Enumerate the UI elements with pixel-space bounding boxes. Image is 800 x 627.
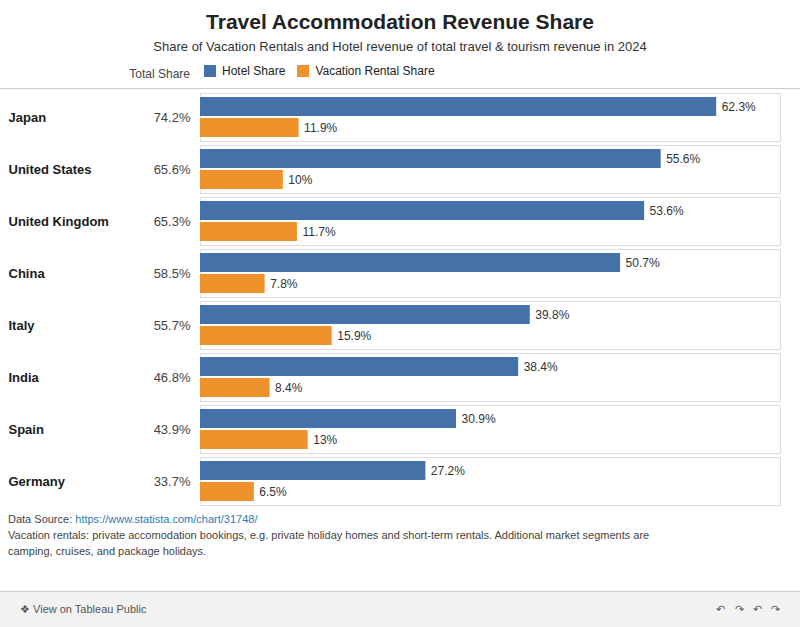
- svg-text:Germany: Germany: [9, 474, 66, 489]
- svg-text:11.9%: 11.9%: [304, 121, 337, 135]
- html-text:Travel Accommodation Revenue S: Travel Accommodation Revenue Share: [206, 10, 594, 33]
- svg-text:Spain: Spain: [9, 422, 44, 437]
- svg-text:Italy: Italy: [9, 318, 36, 333]
- html-text:Share of Vacation Rentals and: Share of Vacation Rentals and Hotel reve…: [153, 39, 647, 54]
- svg-text:United States: United States: [9, 162, 92, 177]
- svg-text:10%: 10%: [288, 173, 312, 187]
- html-text:Vacation Rental Share: Vacation Rental Share: [315, 64, 435, 78]
- svg-text:30.9%: 30.9%: [462, 412, 496, 426]
- svg-text:55.7%55.7: 55.7%55.7: [154, 318, 191, 333]
- svg-text:38.4%: 38.4%: [524, 360, 558, 374]
- html-text:camping, cruises, and package: camping, cruises, and package holidays.: [8, 545, 207, 557]
- svg-text:China: China: [9, 266, 46, 281]
- svg-text:39.8%: 39.8%: [535, 308, 569, 322]
- svg-text:53.6%: 53.6%: [650, 204, 684, 218]
- html-text:Vacation rentals: private acco: Vacation rentals: private accomodation b…: [8, 529, 650, 541]
- html-text:❖ View on Tableau Public: ❖ View on Tableau Public: [20, 603, 147, 615]
- svg-text:Japan: Japan: [9, 110, 47, 125]
- svg-text:7.8%: 7.8%: [270, 277, 298, 291]
- svg-text:58.5%58.5: 58.5%58.5: [154, 266, 191, 281]
- svg-text:74.2%74.2: 74.2%74.2: [154, 110, 191, 125]
- svg-text:15.9%: 15.9%: [337, 329, 371, 343]
- html-text:Total Share: Total Share: [129, 67, 190, 81]
- svg-text:43.9%43.9: 43.9%43.9: [154, 422, 191, 437]
- svg-text:11.7%: 11.7%: [302, 225, 335, 239]
- svg-text:33.7%33.7: 33.7%33.7: [154, 474, 191, 489]
- svg-text:46.8%46.8: 46.8%46.8: [154, 370, 191, 385]
- svg-text:27.2%: 27.2%: [431, 464, 465, 478]
- svg-text:65.3%65.3: 65.3%65.3: [154, 214, 191, 229]
- svg-text:United Kingdom: United Kingdom: [9, 214, 109, 229]
- svg-text:India: India: [9, 370, 40, 385]
- svg-text:8.4%: 8.4%: [275, 381, 303, 395]
- svg-text:6.5%: 6.5%: [259, 485, 287, 499]
- html-text:Hotel Share: Hotel Share: [222, 64, 286, 78]
- svg-text:55.6%: 55.6%: [666, 152, 700, 166]
- svg-text:50.7%: 50.7%: [626, 256, 660, 270]
- html-text:Data Source: https://www.stati: Data Source: https://www.statista.com/ch…: [8, 513, 258, 525]
- svg-text:62.3%: 62.3%: [722, 100, 756, 114]
- svg-text:65.6%65.6: 65.6%65.6: [154, 162, 191, 177]
- svg-text:13%: 13%: [313, 433, 337, 447]
